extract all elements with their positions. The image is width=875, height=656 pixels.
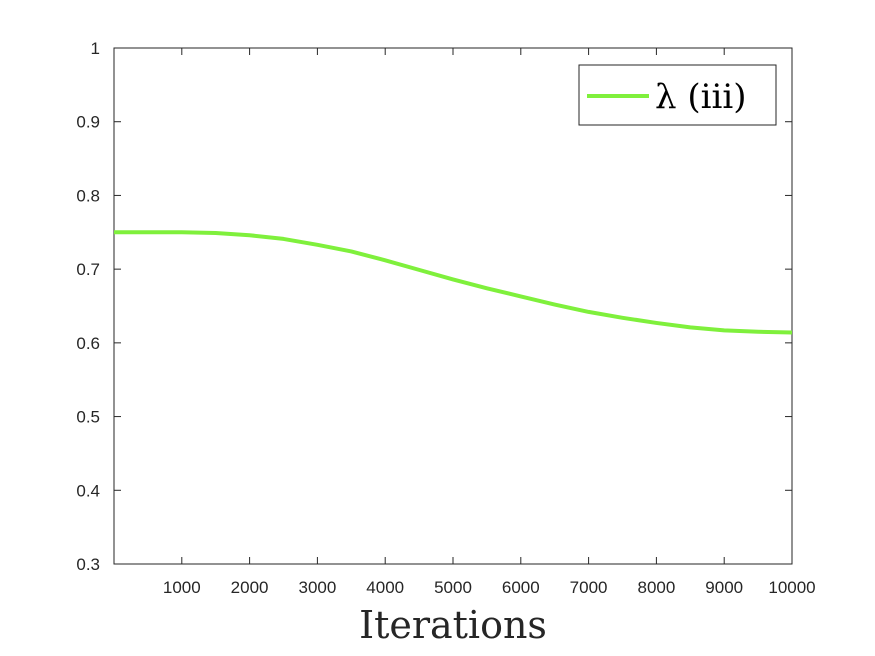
y-tick-label: 0.3 bbox=[76, 555, 100, 574]
y-tick-label: 0.5 bbox=[76, 408, 100, 427]
series-line bbox=[114, 230, 793, 335]
y-tick-label: 0.9 bbox=[76, 113, 100, 132]
x-tick-label: 2000 bbox=[231, 578, 269, 597]
y-tick-label: 0.4 bbox=[76, 481, 100, 500]
x-tick-label: 8000 bbox=[637, 578, 675, 597]
y-tick-label: 1 bbox=[91, 39, 100, 58]
x-axis-label: Iterations bbox=[359, 603, 547, 647]
y-tick-label: 0.7 bbox=[76, 260, 100, 279]
y-axis: 0.3 0.4 0.5 0.6 0.7 0.8 0.9 1 bbox=[76, 39, 792, 574]
x-tick-label: 4000 bbox=[366, 578, 404, 597]
x-tick-label: 1000 bbox=[163, 578, 201, 597]
x-tick-label: 9000 bbox=[705, 578, 743, 597]
series-layer bbox=[114, 230, 793, 335]
x-tick-label: 6000 bbox=[502, 578, 540, 597]
x-axis: 1000 2000 3000 4000 5000 6000 7000 8000 9000 1000… bbox=[163, 48, 816, 597]
plot-area bbox=[113, 47, 793, 565]
x-tick-label: 10000 bbox=[768, 578, 815, 597]
x-tick-label: 5000 bbox=[434, 578, 472, 597]
x-tick-label: 7000 bbox=[570, 578, 608, 597]
x-tick-label: 3000 bbox=[298, 578, 336, 597]
y-tick-label: 0.8 bbox=[76, 186, 100, 205]
legend: λ (iii) bbox=[578, 64, 777, 126]
y-tick-label: 0.6 bbox=[76, 334, 100, 353]
legend-entry: λ (iii) bbox=[655, 77, 747, 117]
